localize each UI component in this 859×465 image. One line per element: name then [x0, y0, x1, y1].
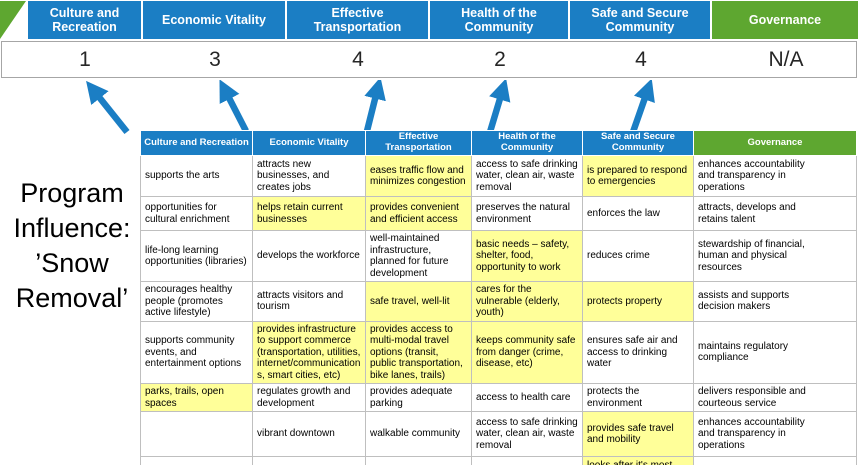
matrix-row: opportunities for cultural enrichment hel…	[140, 196, 857, 231]
matrix-cell: attracts visitors and tourism	[252, 281, 366, 322]
matrix-cell-highlighted: provides convenient and efficient access	[365, 196, 472, 231]
matrix-cell-highlighted: provides safe travel and mobility	[582, 411, 694, 457]
matrix-column-header: Governance	[693, 130, 857, 156]
matrix-cell: stewardship of financial, human and phys…	[693, 230, 857, 282]
matrix-cell-highlighted: keeps community safe from danger (crime,…	[471, 320, 583, 384]
scoreboard-header-governance: Governance	[712, 1, 858, 39]
matrix-cell: provides adequate parking	[365, 383, 472, 412]
matrix-cell: enforces the law	[582, 196, 694, 231]
matrix-cell	[252, 456, 366, 465]
matrix-cell	[140, 411, 253, 457]
matrix-column-header: Culture and Recreation	[140, 130, 253, 156]
matrix-row: supports community events, and entertain…	[140, 320, 857, 384]
green-corner-accent	[0, 1, 26, 39]
matrix-cell: develops the workforce	[252, 230, 366, 282]
matrix-cell: life-long learning opportunities (librar…	[140, 230, 253, 282]
matrix-cell: preserves the natural environment	[471, 196, 583, 231]
matrix-cell	[693, 456, 857, 465]
matrix-cell: access to health care	[471, 383, 583, 412]
matrix-cell: assists and supports decision makers	[693, 281, 857, 322]
matrix-column-header: Health of the Community	[471, 130, 583, 156]
scoreboard-header-economic-vitality: Economic Vitality	[143, 1, 285, 39]
matrix-row: parks, trails, open spaces regulates grow…	[140, 383, 857, 412]
matrix-cell: access to safe drinking water, clean air…	[471, 155, 583, 197]
matrix-header-row: Culture and Recreation Economic Vitality E…	[140, 130, 857, 156]
scoreboard-header-culture-and-recreation: Culture and Recreation	[28, 1, 141, 39]
matrix-row: vibrant downtown walkable community access…	[140, 411, 857, 457]
matrix-cell: enhances accountability and transparency…	[693, 411, 857, 457]
scoreboard-header-effective-transportation: Effective Transportation	[287, 1, 428, 39]
matrix-cell: protects the environment	[582, 383, 694, 412]
matrix-cell: vibrant downtown	[252, 411, 366, 457]
matrix-cell	[365, 456, 472, 465]
matrix-column-header: Economic Vitality	[252, 130, 366, 156]
score-governance: N/A	[768, 47, 804, 71]
matrix-row: supports the arts attracts new businesses…	[140, 155, 857, 197]
matrix-cell: delivers responsible and courteous servi…	[693, 383, 857, 412]
score-economic-vitality: 3	[209, 47, 221, 71]
score-strip: 1 3 4 2 4 N/A	[1, 41, 857, 78]
slide-title: Program Influence: ’Snow Removal’	[13, 178, 131, 314]
influence-matrix: Culture and Recreation Economic Vitality E…	[140, 130, 857, 465]
matrix-column-header: Effective Transportation	[365, 130, 472, 156]
matrix-column-header: Safe and Secure Community	[582, 130, 694, 156]
score-safe-and-secure-community: 4	[635, 47, 647, 71]
matrix-cell-highlighted: parks, trails, open spaces	[140, 383, 253, 412]
scoreboard-header-health-of-the-community: Health of the Community	[430, 1, 568, 39]
score-health-of-the-community: 2	[494, 47, 506, 71]
matrix-cell-highlighted: safe travel, well-lit	[365, 281, 472, 322]
up-arrow-icon	[486, 80, 511, 133]
matrix-cell: supports community events, and entertain…	[140, 320, 253, 384]
arrows-layer	[86, 80, 655, 135]
matrix-cell	[140, 456, 253, 465]
matrix-cell: attracts, develops and retains talent	[693, 196, 857, 231]
matrix-cell: regulates growth and development	[252, 383, 366, 412]
matrix-cell-highlighted: provides access to multi-modal travel op…	[365, 320, 472, 384]
matrix-cell-highlighted: basic needs – safety, shelter, food, opp…	[471, 230, 583, 282]
scoreboard-header-safe-and-secure-community: Safe and Secure Community	[570, 1, 710, 39]
matrix-cell-highlighted: is prepared to respond to emergencies	[582, 155, 694, 197]
matrix-cell: opportunities for cultural enrichment	[140, 196, 253, 231]
matrix-cell: attracts new businesses, and creates job…	[252, 155, 366, 197]
matrix-cell: encourages healthy people (promotes acti…	[140, 281, 253, 322]
up-arrow-icon	[629, 80, 655, 134]
score-effective-transportation: 4	[352, 47, 364, 71]
matrix-cell-highlighted: helps retain current businesses	[252, 196, 366, 231]
matrix-cell-highlighted: cares for the vulnerable (elderly, youth…	[471, 281, 583, 322]
up-arrow-icon	[219, 80, 249, 133]
matrix-row: life-long learning opportunities (librar…	[140, 230, 857, 282]
matrix-cell: access to safe drinking water, clean air…	[471, 411, 583, 457]
matrix-cell: reduces crime	[582, 230, 694, 282]
matrix-cell: ensures safe air and access to drinking …	[582, 320, 694, 384]
matrix-cell-highlighted: provides infrastructure to support comme…	[252, 320, 366, 384]
matrix-body: supports the arts attracts new businesses…	[140, 155, 857, 465]
matrix-row: encourages healthy people (promotes acti…	[140, 281, 857, 322]
matrix-cell-highlighted: looks after it's most vulnerable	[582, 456, 694, 465]
matrix-cell: walkable community	[365, 411, 472, 457]
score-culture-and-recreation: 1	[79, 47, 91, 71]
matrix-cell-highlighted: protects property	[582, 281, 694, 322]
matrix-cell-highlighted: eases traffic flow and minimizes congest…	[365, 155, 472, 197]
matrix-cell	[471, 456, 583, 465]
matrix-cell: supports the arts	[140, 155, 253, 197]
up-arrow-icon	[363, 80, 386, 132]
matrix-cell: maintains regulatory compliance	[693, 320, 857, 384]
up-arrow-icon	[86, 80, 130, 135]
matrix-cell: well-maintained infrastructure, planned …	[365, 230, 472, 282]
matrix-cell: enhances accountability and transparency…	[693, 155, 857, 197]
matrix-row: looks after it's most vulnerable	[140, 456, 857, 465]
